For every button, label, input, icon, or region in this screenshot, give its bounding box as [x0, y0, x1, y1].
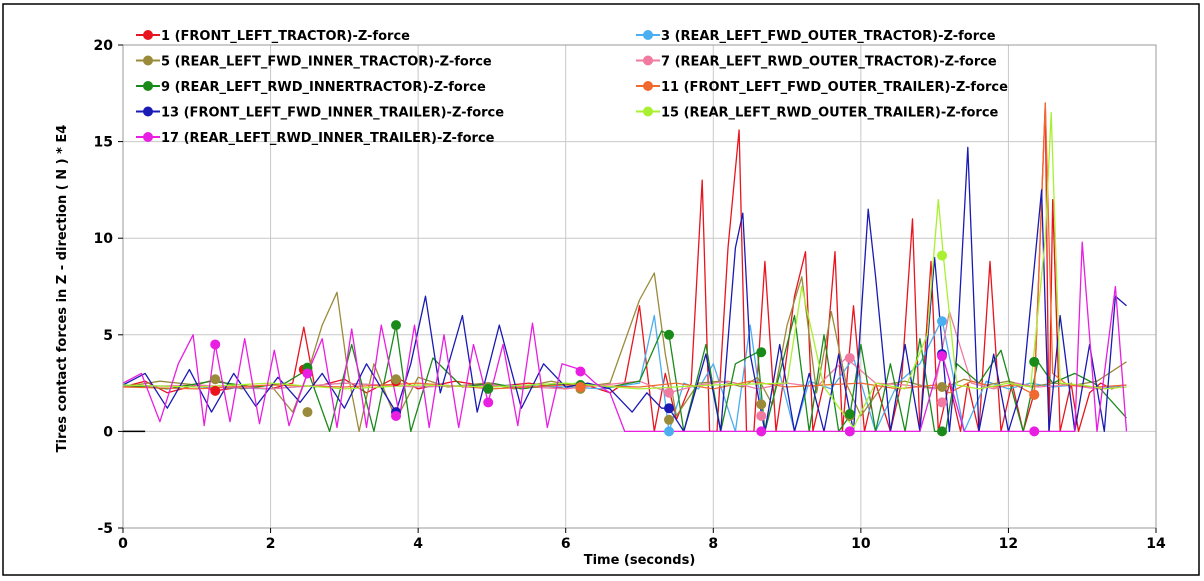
x-tick-label: 12 [999, 536, 1018, 552]
axes: 0 2 4 6 8 10 12 14 -5 0 5 10 15 20 [94, 38, 1166, 552]
y-tick-label: 10 [94, 231, 114, 247]
legend-swatch-marker [643, 30, 653, 40]
series-line-8 [122, 111, 1127, 429]
y-axis-label: Tires contact forces in Z - direction ( … [55, 125, 70, 453]
legend-item: 11 (FRONT_LEFT_FWD_OUTER_TRAILER)-Z-forc… [636, 80, 1008, 95]
x-tick-label: 2 [266, 536, 276, 552]
series-marker [575, 366, 586, 377]
legend-swatch-marker [143, 106, 153, 117]
plot-area-border [122, 44, 1157, 529]
y-tick-label: 0 [103, 424, 113, 440]
series-marker [575, 381, 586, 392]
y-tick-label: 15 [94, 135, 113, 151]
legend-label: 13 (FRONT_LEFT_FWD_INNER_TRAILER)-Z-forc… [161, 106, 504, 121]
series-marker [756, 399, 767, 410]
legend-swatch-marker [143, 30, 153, 40]
series-marker [210, 339, 221, 350]
y-tick-label: 5 [103, 328, 113, 344]
x-tick-label: 4 [413, 536, 423, 552]
series-marker [756, 426, 767, 437]
series-marker [664, 329, 675, 340]
series-marker [664, 403, 675, 414]
legend-label: 15 (REAR_LEFT_RWD_OUTER_TRAILER)-Z-force [661, 106, 999, 121]
x-tick-label: 0 [118, 536, 128, 552]
series-marker [1029, 389, 1040, 400]
legend-swatch-marker [143, 81, 153, 91]
x-tick-label: 14 [1146, 536, 1166, 552]
x-tick-label: 8 [708, 536, 718, 552]
legend-swatch-marker [643, 106, 653, 117]
series-line-6 [122, 102, 1127, 396]
legend-item: 3 (REAR_LEFT_FWD_OUTER_TRACTOR)-Z-force [636, 29, 996, 44]
series-marker [937, 351, 948, 362]
legend-label: 7 (REAR_LEFT_RWD_OUTER_TRACTOR)-Z-force [661, 55, 997, 70]
x-axis-label: Time (seconds) [584, 553, 696, 568]
series-marker [483, 397, 494, 408]
series-marker [664, 426, 675, 437]
series-marker [937, 381, 948, 392]
legend-label: 17 (REAR_LEFT_RWD_INNER_TRAILER)-Z-force [161, 131, 495, 146]
legend-label: 9 (REAR_LEFT_RWD_INNERTRACTOR)-Z-force [161, 80, 486, 95]
series-marker [483, 383, 494, 394]
legend-item: 13 (FRONT_LEFT_FWD_INNER_TRAILER)-Z-forc… [136, 106, 504, 121]
series-marker [756, 410, 767, 421]
legend-item: 9 (REAR_LEFT_RWD_INNERTRACTOR)-Z-force [136, 80, 486, 95]
legend-item: 1 (FRONT_LEFT_TRACTOR)-Z-force [136, 29, 410, 44]
series-marker [937, 397, 948, 408]
legend-label: 1 (FRONT_LEFT_TRACTOR)-Z-force [161, 29, 410, 44]
series-marker [391, 374, 402, 385]
legend-swatch-marker [643, 55, 653, 66]
legend-label: 11 (FRONT_LEFT_FWD_OUTER_TRAILER)-Z-forc… [661, 80, 1008, 95]
series-marker [391, 410, 402, 421]
y-tick-label: -5 [97, 521, 113, 537]
series-layer [122, 102, 1128, 433]
chart-frame [2, 3, 1200, 576]
x-tick-label: 6 [561, 536, 571, 552]
legend-label: 3 (REAR_LEFT_FWD_OUTER_TRACTOR)-Z-force [661, 29, 996, 44]
legend-swatch-marker [143, 132, 153, 142]
legend-item: 5 (REAR_LEFT_FWD_INNER_TRACTOR)-Z-force [136, 55, 492, 70]
series-marker [937, 426, 948, 437]
series-marker [844, 409, 855, 420]
series-marker [1029, 426, 1040, 437]
legend-item: 15 (REAR_LEFT_RWD_OUTER_TRAILER)-Z-force [636, 106, 999, 121]
legend-item: 7 (REAR_LEFT_RWD_OUTER_TRACTOR)-Z-force [636, 55, 997, 70]
legend-swatch-marker [143, 55, 153, 66]
y-tick-label: 20 [94, 38, 114, 54]
marker-layer [210, 250, 1040, 437]
series-marker [664, 387, 675, 398]
legend-swatch-marker [643, 81, 653, 91]
series-marker [210, 374, 221, 385]
series-marker [756, 347, 767, 358]
series-marker [302, 368, 313, 379]
series-marker [391, 320, 402, 331]
series-marker [844, 352, 855, 363]
legend: 1 (FRONT_LEFT_TRACTOR)-Z-force 3 (REAR_LE… [136, 29, 1008, 146]
series-line-7 [122, 146, 1127, 433]
legend-item: 17 (REAR_LEFT_RWD_INNER_TRAILER)-Z-force [136, 131, 495, 146]
series-marker [937, 250, 948, 261]
series-marker [937, 316, 948, 327]
series-marker [302, 407, 313, 418]
series-marker [1029, 356, 1040, 367]
x-tick-label: 10 [851, 536, 871, 552]
series-line-5 [122, 314, 1127, 433]
legend-label: 5 (REAR_LEFT_FWD_INNER_TRACTOR)-Z-force [161, 55, 492, 70]
series-marker [210, 385, 221, 396]
series-marker [664, 414, 675, 425]
series-marker [844, 426, 855, 437]
